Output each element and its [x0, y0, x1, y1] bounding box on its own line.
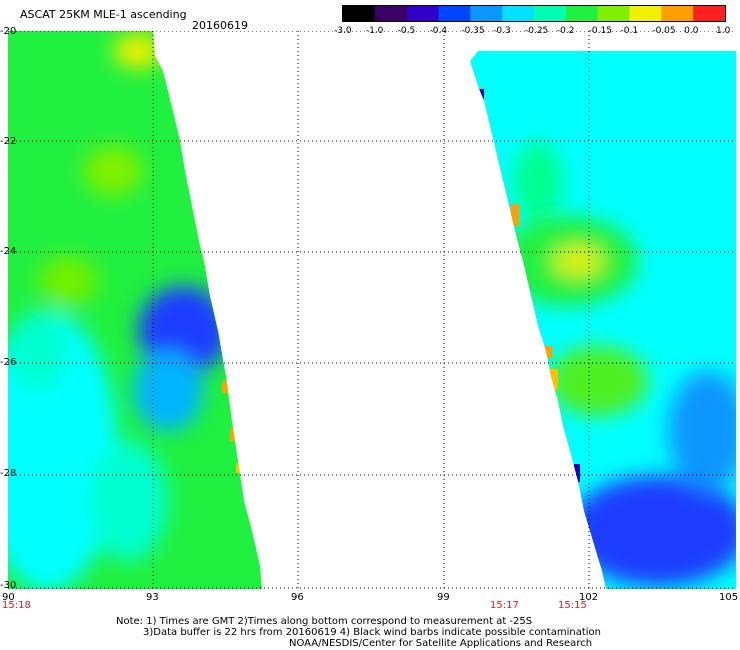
colorbar-swatch [343, 6, 376, 21]
colorbar-swatch [374, 6, 408, 21]
colorbar-swatch [406, 6, 439, 21]
colorbar-label: 1.0 [716, 26, 731, 36]
x-tick-102: 102 [579, 592, 599, 603]
colorbar-label: -0.05 [652, 26, 676, 36]
y-tick-26: -26 [0, 357, 17, 368]
map-svg [8, 30, 736, 589]
y-tick-20: -20 [0, 26, 17, 37]
colorbar-swatch [661, 6, 694, 21]
colorbar-swatches [343, 6, 726, 21]
note-line-2: 3)Data buffer is 22 hrs from 20160619 4)… [143, 627, 601, 638]
left-swath [8, 31, 262, 589]
colorbar-label: -0.1 [620, 26, 639, 36]
colorbar-label: -3.0 [334, 26, 352, 36]
x-tick-96: 96 [291, 592, 304, 603]
colorbar-label: -0.2 [556, 26, 575, 36]
colorbar-swatch [470, 6, 503, 21]
x-tick-105: 105 [719, 592, 739, 603]
x-tick-93: 93 [146, 592, 159, 603]
colorbar [342, 5, 726, 22]
colorbar-swatch [693, 6, 726, 21]
colorbar-label: -0.3 [493, 26, 511, 36]
colorbar-label: 0.0 [684, 26, 699, 36]
colorbar-swatch [629, 6, 662, 21]
note-line-3: NOAA/NESDIS/Center for Satellite Applica… [289, 638, 593, 649]
grid [8, 30, 736, 589]
right-swath [470, 51, 736, 589]
y-tick-30: -30 [0, 580, 17, 591]
colorbar-label: -0.5 [397, 26, 416, 36]
map-title: ASCAT 25KM MLE-1 ascending [20, 8, 187, 21]
x-tick-99: 99 [437, 592, 450, 603]
colorbar-label: -1.0 [365, 26, 384, 36]
colorbar-swatch [438, 6, 471, 21]
time-mid: 15:17 [490, 600, 519, 611]
x-tick-90: 90 [2, 592, 15, 603]
colorbar-label: -0.4 [429, 26, 448, 36]
time-left: 15:18 [2, 600, 31, 611]
map-date: 20160619 [192, 19, 248, 32]
y-tick-24: -24 [0, 246, 17, 257]
y-tick-28: -28 [0, 468, 17, 479]
colorbar-swatch [597, 6, 630, 21]
map-plot[interactable] [8, 30, 736, 589]
time-right: 15:15 [558, 600, 587, 611]
colorbar-swatch [534, 6, 567, 21]
note-line-1: Note: 1) Times are GMT 2)Times along bot… [116, 616, 533, 627]
colorbar-swatch [565, 6, 599, 21]
colorbar-swatch [502, 6, 535, 21]
y-tick-22: -22 [0, 136, 17, 147]
